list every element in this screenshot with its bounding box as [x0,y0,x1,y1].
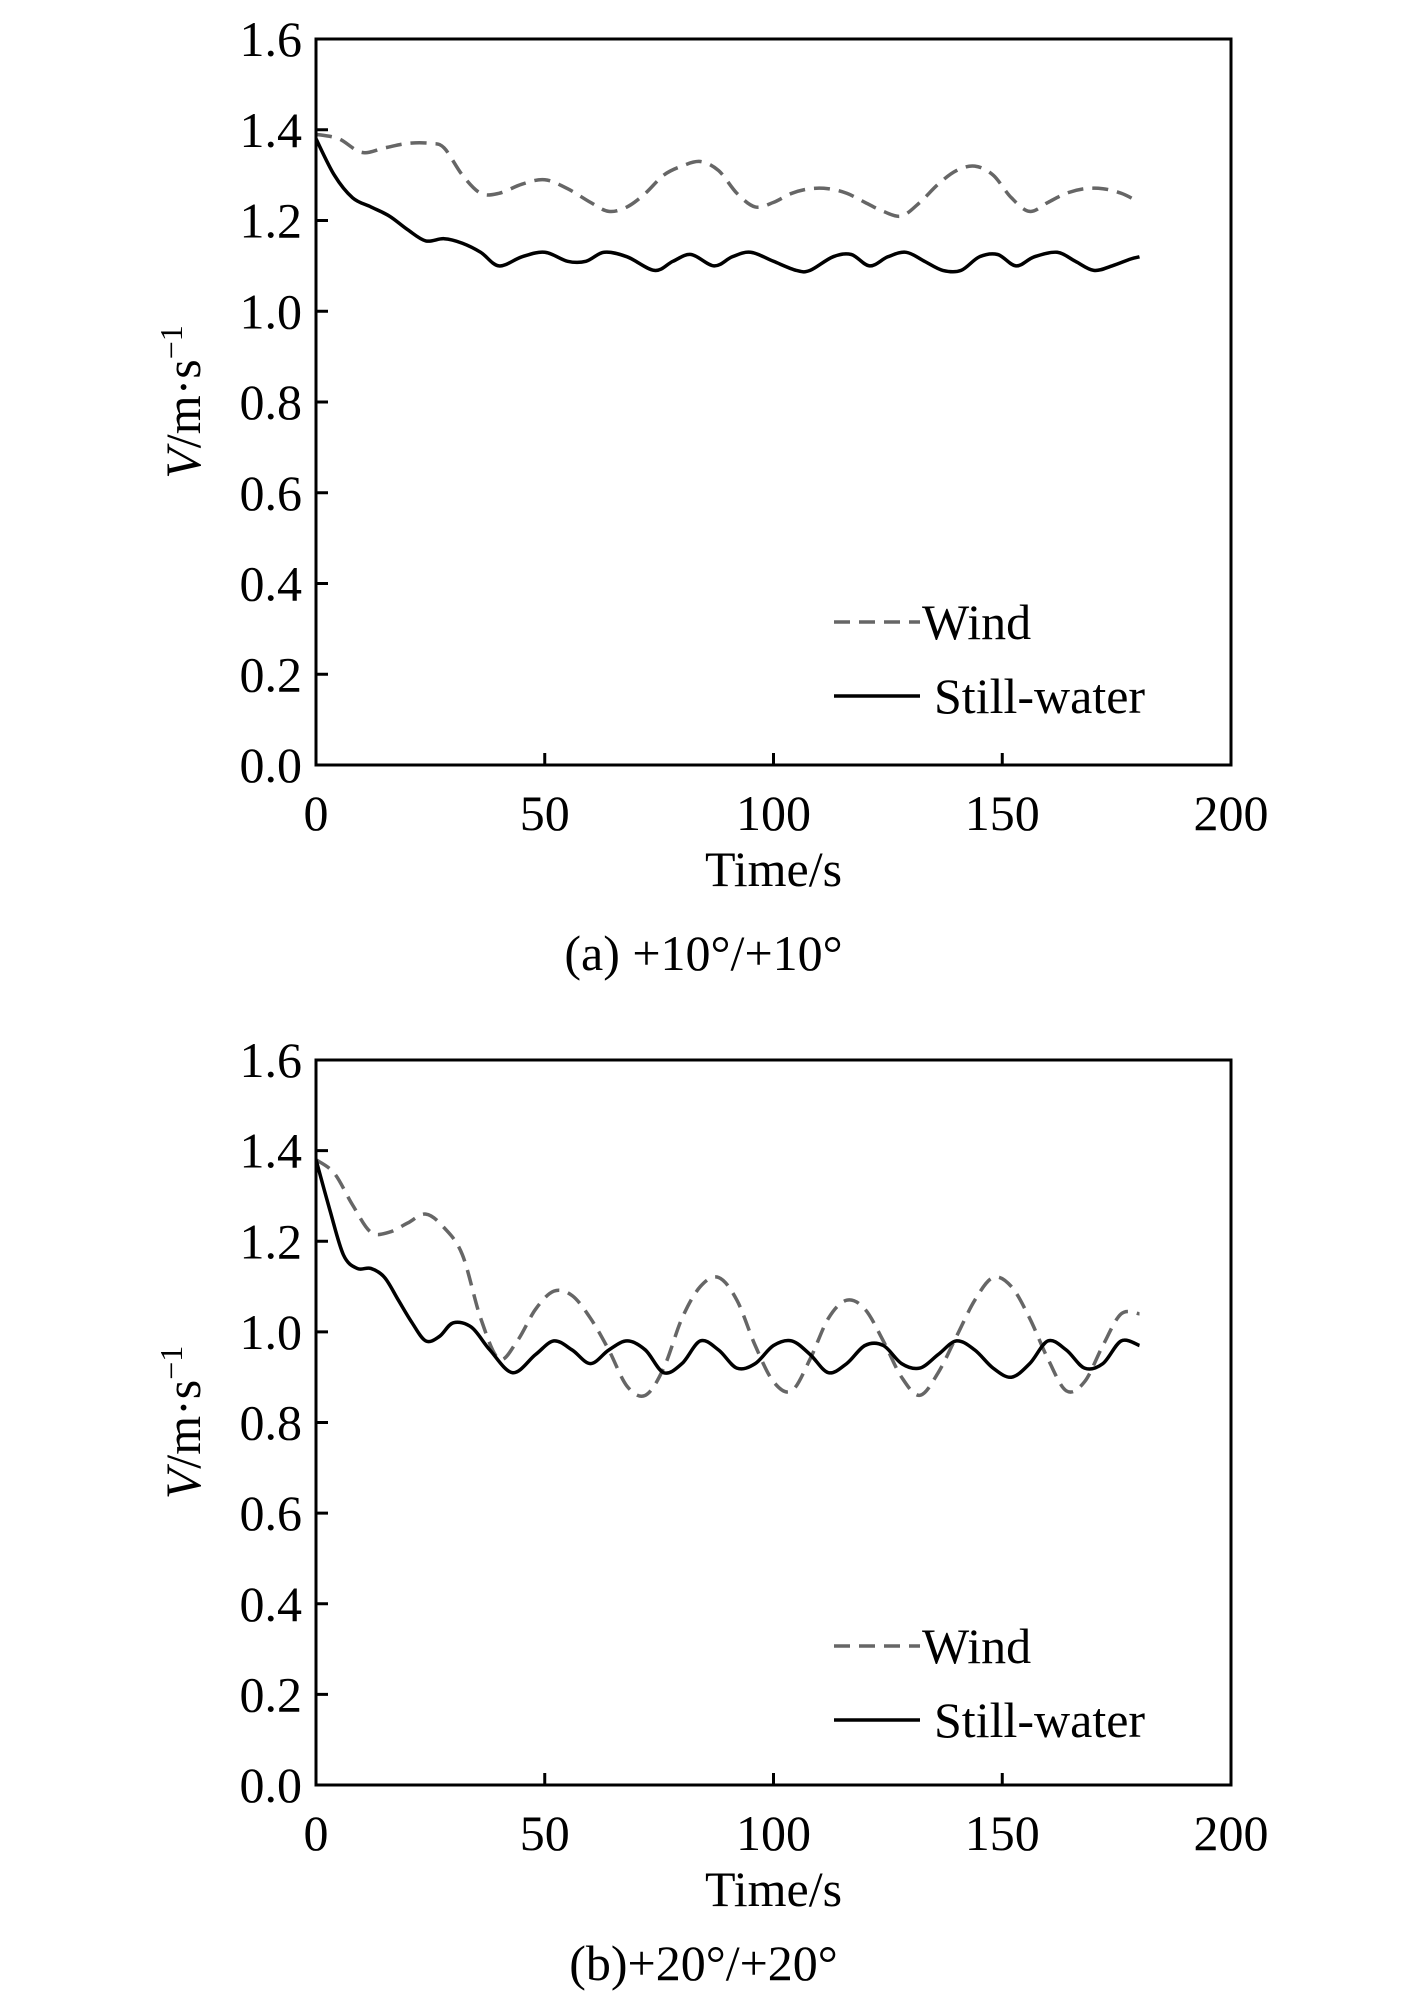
y-tick-label: 0.8 [240,374,303,430]
series-line-wind [316,132,1141,219]
legend-label: Still-water [934,1692,1145,1748]
y-tick-label: 1.2 [240,193,303,249]
series-line-wind [316,1158,1140,1398]
y-tick-label: 0.0 [240,1757,303,1813]
x-tick-label: 100 [736,785,811,841]
legend-label: Wind [922,1618,1031,1674]
y-tick-label: 0.8 [240,1395,303,1451]
y-tick-label: 1.4 [240,1123,303,1179]
x-axis-label: Time/s [705,1861,842,1917]
y-tick-label: 0.6 [240,1485,303,1541]
legend-label: Still-water [934,668,1145,724]
x-tick-label: 0 [304,1805,329,1861]
legend-label: Wind [922,594,1031,650]
y-tick-label: 0.0 [240,737,303,793]
y-axis-unit: /m·s [155,359,211,448]
y-tick-label: 0.2 [240,646,303,702]
series-line-still-water [316,1159,1141,1379]
x-tick-label: 200 [1194,785,1269,841]
plot-frame [314,1058,1233,1787]
x-axis-label: Time/s [705,841,842,897]
x-tick-label: 150 [965,1805,1040,1861]
y-axis-unit-exponent: −1 [153,325,189,359]
y-axis-unit: /m·s [155,1380,211,1469]
y-tick-label: 0.2 [240,1666,303,1722]
panel-caption: (b)+20°/+20° [569,1935,838,1991]
y-axis-unit-exponent: −1 [153,1346,189,1380]
x-tick-label: 0 [304,785,329,841]
y-axis-label: V/m·s−1 [153,325,211,479]
y-tick-label: 1.0 [240,1304,303,1360]
plot-frame [314,37,1233,767]
x-tick-label: 100 [736,1805,811,1861]
x-tick-label: 50 [520,1805,570,1861]
y-axis-var: V [155,443,211,479]
panel-a: 0 50 100 150 200 0.0 0.2 0.4 0.6 0.8 1.0 1.2 1.4 1.6 T… [153,11,1269,981]
y-tick-label: 1.2 [240,1213,303,1269]
y-axis-var: V [155,1463,211,1499]
y-tick-label: 0.4 [240,556,303,612]
y-tick-label: 1.6 [240,1032,303,1088]
panel-caption: (a) +10°/+10° [564,925,842,981]
y-tick-label: 1.6 [240,11,303,67]
y-axis-label: V/m·s−1 [153,1346,211,1500]
x-tick-label: 50 [520,785,570,841]
x-tick-label: 150 [965,785,1040,841]
series-line-still-water [316,138,1140,274]
panel-b: 0 50 100 150 200 0.0 0.2 0.4 0.6 0.8 1.0 1.2 1.4 1.6 T… [153,1032,1269,1991]
y-tick-label: 0.6 [240,465,303,521]
y-tick-label: 1.4 [240,102,303,158]
y-tick-label: 0.4 [240,1576,303,1632]
x-tick-label: 200 [1194,1805,1269,1861]
y-tick-label: 1.0 [240,283,303,339]
